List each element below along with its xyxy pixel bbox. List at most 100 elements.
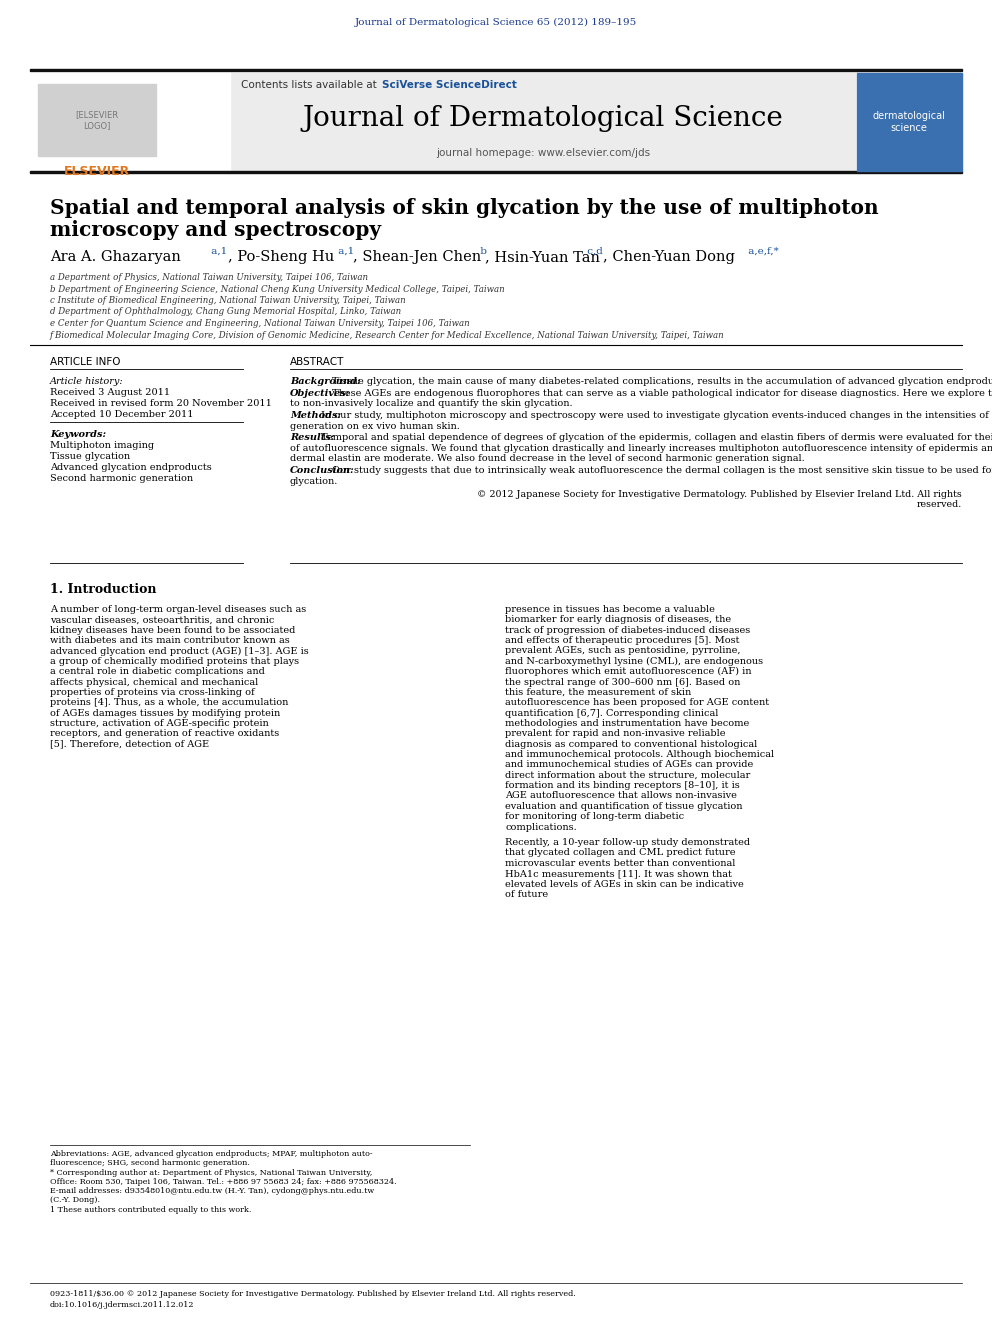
Text: d Department of Ophthalmology, Chang Gung Memorial Hospital, Linko, Taiwan: d Department of Ophthalmology, Chang Gun… xyxy=(50,307,401,316)
Text: [5]. Therefore, detection of AGE: [5]. Therefore, detection of AGE xyxy=(50,740,209,749)
Text: doi:10.1016/j.jdermsci.2011.12.012: doi:10.1016/j.jdermsci.2011.12.012 xyxy=(50,1301,194,1308)
Text: fluorophores which emit autofluorescence (AF) in: fluorophores which emit autofluorescence… xyxy=(505,667,752,676)
Text: HbA1c measurements [11]. It was shown that: HbA1c measurements [11]. It was shown th… xyxy=(505,869,732,878)
Text: prevalent AGEs, such as pentosidine, pyrroline,: prevalent AGEs, such as pentosidine, pyr… xyxy=(505,647,740,655)
Text: Received in revised form 20 November 2011: Received in revised form 20 November 201… xyxy=(50,400,272,407)
Text: presence in tissues has become a valuable: presence in tissues has become a valuabl… xyxy=(505,605,715,614)
Text: methodologies and instrumentation have become: methodologies and instrumentation have b… xyxy=(505,718,749,728)
Text: with diabetes and its main contributor known as: with diabetes and its main contributor k… xyxy=(50,636,290,646)
Text: autofluorescence has been proposed for AGE content: autofluorescence has been proposed for A… xyxy=(505,699,769,708)
Text: (C.-Y. Dong).: (C.-Y. Dong). xyxy=(50,1196,100,1204)
Text: Keywords:: Keywords: xyxy=(50,430,106,439)
Text: Recently, a 10-year follow-up study demonstrated: Recently, a 10-year follow-up study demo… xyxy=(505,837,750,847)
Text: , Po-Sheng Hu: , Po-Sheng Hu xyxy=(228,250,334,265)
Text: b Department of Engineering Science, National Cheng Kung University Medical Coll: b Department of Engineering Science, Nat… xyxy=(50,284,505,294)
Text: Accepted 10 December 2011: Accepted 10 December 2011 xyxy=(50,410,193,419)
Text: 1. Introduction: 1. Introduction xyxy=(50,583,157,595)
Text: Spatial and temporal analysis of skin glycation by the use of multiphoton: Spatial and temporal analysis of skin gl… xyxy=(50,198,879,218)
Text: AGE autofluorescence that allows non-invasive: AGE autofluorescence that allows non-inv… xyxy=(505,791,737,800)
Text: microvascular events better than conventional: microvascular events better than convent… xyxy=(505,859,735,868)
Text: elevated levels of AGEs in skin can be indicative: elevated levels of AGEs in skin can be i… xyxy=(505,880,744,889)
Text: affects physical, chemical and mechanical: affects physical, chemical and mechanica… xyxy=(50,677,258,687)
Text: f Biomedical Molecular Imaging Core, Division of Genomic Medicine, Research Cent: f Biomedical Molecular Imaging Core, Div… xyxy=(50,331,724,340)
Text: direct information about the structure, molecular: direct information about the structure, … xyxy=(505,771,750,779)
Text: journal homepage: www.elsevier.com/jds: journal homepage: www.elsevier.com/jds xyxy=(435,148,650,157)
Text: proteins [4]. Thus, as a whole, the accumulation: proteins [4]. Thus, as a whole, the accu… xyxy=(50,699,289,708)
Text: Conclusion:: Conclusion: xyxy=(290,466,355,475)
Text: Journal of Dermatological Science: Journal of Dermatological Science xyxy=(303,105,784,132)
Text: a,1: a,1 xyxy=(335,247,354,255)
Text: Second harmonic generation: Second harmonic generation xyxy=(50,474,193,483)
Bar xyxy=(30,73,230,171)
Text: , Chen-Yuan Dong: , Chen-Yuan Dong xyxy=(603,250,735,265)
Text: Received 3 August 2011: Received 3 August 2011 xyxy=(50,388,170,397)
Text: © 2012 Japanese Society for Investigative Dermatology. Published by Elsevier Ire: © 2012 Japanese Society for Investigativ… xyxy=(477,491,962,499)
Text: prevalent for rapid and non-invasive reliable: prevalent for rapid and non-invasive rel… xyxy=(505,729,725,738)
Text: that glycated collagen and CML predict future: that glycated collagen and CML predict f… xyxy=(505,848,735,857)
Text: b: b xyxy=(477,247,487,255)
Text: a,e,f,*: a,e,f,* xyxy=(745,247,779,255)
Text: , Hsin-Yuan Tan: , Hsin-Yuan Tan xyxy=(485,250,600,265)
Bar xyxy=(38,83,156,156)
Text: kidney diseases have been found to be associated: kidney diseases have been found to be as… xyxy=(50,626,296,635)
Text: Journal of Dermatological Science 65 (2012) 189–195: Journal of Dermatological Science 65 (20… xyxy=(355,19,637,28)
Text: reserved.: reserved. xyxy=(917,500,962,509)
Text: Multiphoton imaging: Multiphoton imaging xyxy=(50,441,154,450)
Text: and N-carboxymethyl lysine (CML), are endogenous: and N-carboxymethyl lysine (CML), are en… xyxy=(505,656,763,665)
Text: Tissue glycation: Tissue glycation xyxy=(50,452,130,460)
Text: properties of proteins via cross-linking of: properties of proteins via cross-linking… xyxy=(50,688,255,697)
Text: of AGEs damages tissues by modifying protein: of AGEs damages tissues by modifying pro… xyxy=(50,709,281,717)
Text: microscopy and spectroscopy: microscopy and spectroscopy xyxy=(50,220,381,239)
Text: c Institute of Biomedical Engineering, National Taiwan University, Taipei, Taiwa: c Institute of Biomedical Engineering, N… xyxy=(50,296,406,306)
Text: ARTICLE INFO: ARTICLE INFO xyxy=(50,357,120,366)
Text: [ELSEVIER
LOGO]: [ELSEVIER LOGO] xyxy=(75,110,119,130)
Text: ABSTRACT: ABSTRACT xyxy=(290,357,344,366)
Text: * Corresponding author at: Department of Physics, National Taiwan University,: * Corresponding author at: Department of… xyxy=(50,1168,372,1176)
Text: biomarker for early diagnosis of diseases, the: biomarker for early diagnosis of disease… xyxy=(505,615,731,624)
Text: of autofluorescence signals. We found that glycation drastically and linearly in: of autofluorescence signals. We found th… xyxy=(290,443,992,452)
Text: diagnosis as compared to conventional histological: diagnosis as compared to conventional hi… xyxy=(505,740,757,749)
Text: quantification [6,7]. Corresponding clinical: quantification [6,7]. Corresponding clin… xyxy=(505,709,718,717)
Text: advanced glycation end product (AGE) [1–3]. AGE is: advanced glycation end product (AGE) [1–… xyxy=(50,647,309,656)
Text: and effects of therapeutic procedures [5]. Most: and effects of therapeutic procedures [5… xyxy=(505,636,739,646)
Bar xyxy=(230,73,855,171)
Text: Our study suggests that due to intrinsically weak autofluorescence the dermal co: Our study suggests that due to intrinsic… xyxy=(332,466,992,475)
Text: generation on ex vivo human skin.: generation on ex vivo human skin. xyxy=(290,422,460,430)
Text: Background:: Background: xyxy=(290,377,361,386)
Text: Contents lists available at: Contents lists available at xyxy=(241,79,380,90)
Text: Objectives:: Objectives: xyxy=(290,389,350,398)
Text: E-mail addresses: d93548010@ntu.edu.tw (H.-Y. Tan), cydong@phys.ntu.edu.tw: E-mail addresses: d93548010@ntu.edu.tw (… xyxy=(50,1187,374,1195)
Text: Temporal and spatial dependence of degrees of glycation of the epidermis, collag: Temporal and spatial dependence of degre… xyxy=(321,433,992,442)
Text: formation and its binding receptors [8–10], it is: formation and its binding receptors [8–1… xyxy=(505,781,740,790)
Text: vascular diseases, osteoarthritis, and chronic: vascular diseases, osteoarthritis, and c… xyxy=(50,615,275,624)
Text: ELSEVIER: ELSEVIER xyxy=(63,165,130,179)
Text: SciVerse ScienceDirect: SciVerse ScienceDirect xyxy=(382,79,517,90)
Text: In our study, multiphoton microscopy and spectroscopy were used to investigate g: In our study, multiphoton microscopy and… xyxy=(321,411,992,419)
Text: 0923-1811/$36.00 © 2012 Japanese Society for Investigative Dermatology. Publishe: 0923-1811/$36.00 © 2012 Japanese Society… xyxy=(50,1290,575,1298)
Text: dermatological
science: dermatological science xyxy=(873,111,945,132)
Bar xyxy=(30,171,962,173)
Text: Ara A. Ghazaryan: Ara A. Ghazaryan xyxy=(50,250,181,265)
Text: Tissue glycation, the main cause of many diabetes-related complications, results: Tissue glycation, the main cause of many… xyxy=(332,377,992,386)
Text: Methods:: Methods: xyxy=(290,411,341,419)
Text: Office: Room 530, Taipei 106, Taiwan. Tel.: +886 97 55683 24; fax: +886 97556832: Office: Room 530, Taipei 106, Taiwan. Te… xyxy=(50,1177,397,1185)
Text: glycation.: glycation. xyxy=(290,476,338,486)
Text: Abbreviations: AGE, advanced glycation endproducts; MPAF, multiphoton auto-: Abbreviations: AGE, advanced glycation e… xyxy=(50,1150,373,1158)
Text: evaluation and quantification of tissue glycation: evaluation and quantification of tissue … xyxy=(505,802,742,811)
Text: a,1: a,1 xyxy=(208,247,227,255)
Bar xyxy=(30,69,962,71)
Text: c,d: c,d xyxy=(584,247,603,255)
Text: Advanced glycation endproducts: Advanced glycation endproducts xyxy=(50,463,211,472)
Text: of future: of future xyxy=(505,890,549,898)
Text: fluorescence; SHG, second harmonic generation.: fluorescence; SHG, second harmonic gener… xyxy=(50,1159,250,1167)
Text: dermal elastin are moderate. We also found decrease in the level of second harmo: dermal elastin are moderate. We also fou… xyxy=(290,455,805,463)
Text: e Center for Quantum Science and Engineering, National Taiwan University, Taipei: e Center for Quantum Science and Enginee… xyxy=(50,319,469,328)
Text: Article history:: Article history: xyxy=(50,377,124,386)
Text: A number of long-term organ-level diseases such as: A number of long-term organ-level diseas… xyxy=(50,605,307,614)
Text: complications.: complications. xyxy=(505,823,576,832)
Text: and immunochemical studies of AGEs can provide: and immunochemical studies of AGEs can p… xyxy=(505,761,753,770)
Bar xyxy=(857,73,962,171)
Text: These AGEs are endogenous fluorophores that can serve as a viable pathological i: These AGEs are endogenous fluorophores t… xyxy=(332,389,992,398)
Text: this feature, the measurement of skin: this feature, the measurement of skin xyxy=(505,688,691,697)
Text: track of progression of diabetes-induced diseases: track of progression of diabetes-induced… xyxy=(505,626,750,635)
